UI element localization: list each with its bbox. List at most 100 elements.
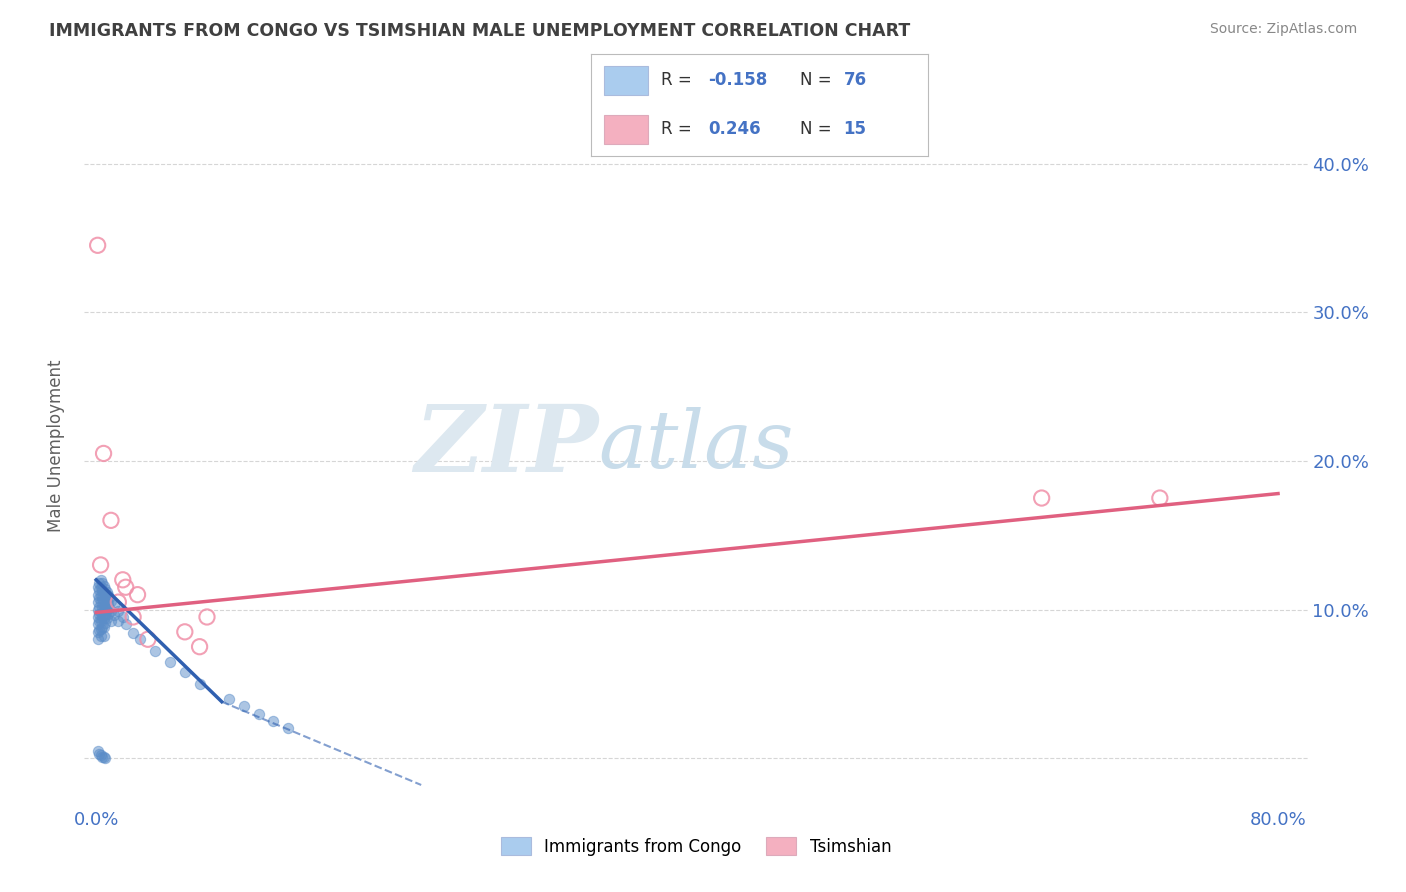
Point bbox=[100, 513, 122, 527]
Point bbox=[93, 593, 115, 607]
Point bbox=[100, 593, 122, 607]
Point bbox=[1149, 491, 1171, 505]
Point bbox=[90, 573, 112, 587]
Point bbox=[91, 620, 114, 634]
Text: ZIP: ZIP bbox=[413, 401, 598, 491]
Point bbox=[90, 748, 112, 763]
Point bbox=[100, 604, 122, 618]
Point bbox=[93, 629, 115, 643]
Point bbox=[91, 583, 114, 598]
Point bbox=[94, 598, 117, 612]
Text: R =: R = bbox=[661, 120, 697, 138]
Point bbox=[90, 595, 112, 609]
Point bbox=[91, 749, 114, 764]
Point bbox=[86, 617, 108, 632]
Point bbox=[111, 610, 134, 624]
Point bbox=[94, 607, 117, 621]
Point bbox=[89, 583, 111, 598]
Point bbox=[188, 640, 211, 654]
Point bbox=[103, 608, 125, 623]
Point bbox=[129, 632, 152, 647]
Point bbox=[114, 580, 136, 594]
Point bbox=[98, 591, 121, 605]
Point bbox=[122, 610, 145, 624]
Point bbox=[94, 751, 117, 765]
Point bbox=[93, 446, 115, 460]
Point bbox=[91, 610, 114, 624]
Point bbox=[90, 558, 112, 572]
Point bbox=[89, 599, 111, 614]
Point bbox=[94, 582, 117, 596]
Point bbox=[90, 588, 112, 602]
Point bbox=[232, 699, 254, 714]
Point bbox=[93, 602, 115, 616]
Point bbox=[93, 586, 115, 600]
Point bbox=[277, 722, 299, 736]
Point bbox=[173, 624, 195, 639]
Point bbox=[86, 588, 108, 602]
Text: IMMIGRANTS FROM CONGO VS TSIMSHIAN MALE UNEMPLOYMENT CORRELATION CHART: IMMIGRANTS FROM CONGO VS TSIMSHIAN MALE … bbox=[49, 22, 911, 40]
Point bbox=[100, 615, 122, 629]
Point bbox=[188, 677, 211, 691]
Point bbox=[86, 744, 108, 758]
Point bbox=[159, 655, 181, 669]
Point bbox=[127, 588, 149, 602]
Point bbox=[86, 610, 108, 624]
Point bbox=[218, 691, 240, 706]
Point bbox=[1031, 491, 1053, 505]
Point bbox=[90, 629, 112, 643]
Point bbox=[89, 575, 111, 590]
Point bbox=[96, 611, 118, 625]
Point bbox=[89, 624, 111, 638]
Text: 15: 15 bbox=[844, 120, 866, 138]
Point bbox=[97, 607, 120, 621]
Point bbox=[107, 604, 129, 618]
Point bbox=[96, 602, 118, 616]
Text: Source: ZipAtlas.com: Source: ZipAtlas.com bbox=[1209, 22, 1357, 37]
Point bbox=[93, 579, 115, 593]
Point bbox=[136, 632, 159, 647]
Point bbox=[91, 591, 114, 605]
Bar bbox=[605, 66, 648, 95]
Point bbox=[86, 595, 108, 609]
Text: N =: N = bbox=[800, 120, 837, 138]
Bar bbox=[605, 115, 648, 144]
Point bbox=[90, 622, 112, 636]
Point bbox=[94, 615, 117, 630]
Point bbox=[96, 584, 118, 599]
Point bbox=[89, 607, 111, 621]
Point bbox=[89, 747, 111, 761]
Point bbox=[86, 624, 108, 639]
Point bbox=[107, 615, 129, 629]
Y-axis label: Male Unemployment: Male Unemployment bbox=[46, 359, 65, 533]
Text: atlas: atlas bbox=[598, 408, 793, 484]
Point bbox=[90, 606, 112, 620]
Text: 0.246: 0.246 bbox=[709, 120, 761, 138]
Point bbox=[86, 632, 108, 647]
Point bbox=[96, 592, 118, 607]
Point bbox=[107, 595, 129, 609]
Legend: Immigrants from Congo, Tsimshian: Immigrants from Congo, Tsimshian bbox=[494, 830, 898, 863]
Point bbox=[86, 602, 108, 616]
Point bbox=[97, 588, 120, 602]
Text: R =: R = bbox=[661, 71, 697, 89]
Point bbox=[262, 714, 284, 728]
Text: 76: 76 bbox=[844, 71, 866, 89]
Point bbox=[173, 665, 195, 679]
Point bbox=[122, 626, 145, 640]
Point bbox=[91, 575, 114, 590]
Point bbox=[97, 597, 120, 611]
Point bbox=[90, 580, 112, 594]
Text: -0.158: -0.158 bbox=[709, 71, 768, 89]
Point bbox=[86, 238, 108, 252]
Point bbox=[90, 615, 112, 629]
Point bbox=[143, 644, 166, 658]
Point bbox=[103, 598, 125, 612]
Text: N =: N = bbox=[800, 71, 837, 89]
Point bbox=[93, 620, 115, 634]
Point bbox=[94, 589, 117, 603]
Point bbox=[89, 615, 111, 629]
Point bbox=[247, 706, 270, 721]
Point bbox=[93, 749, 115, 764]
Point bbox=[98, 601, 121, 615]
